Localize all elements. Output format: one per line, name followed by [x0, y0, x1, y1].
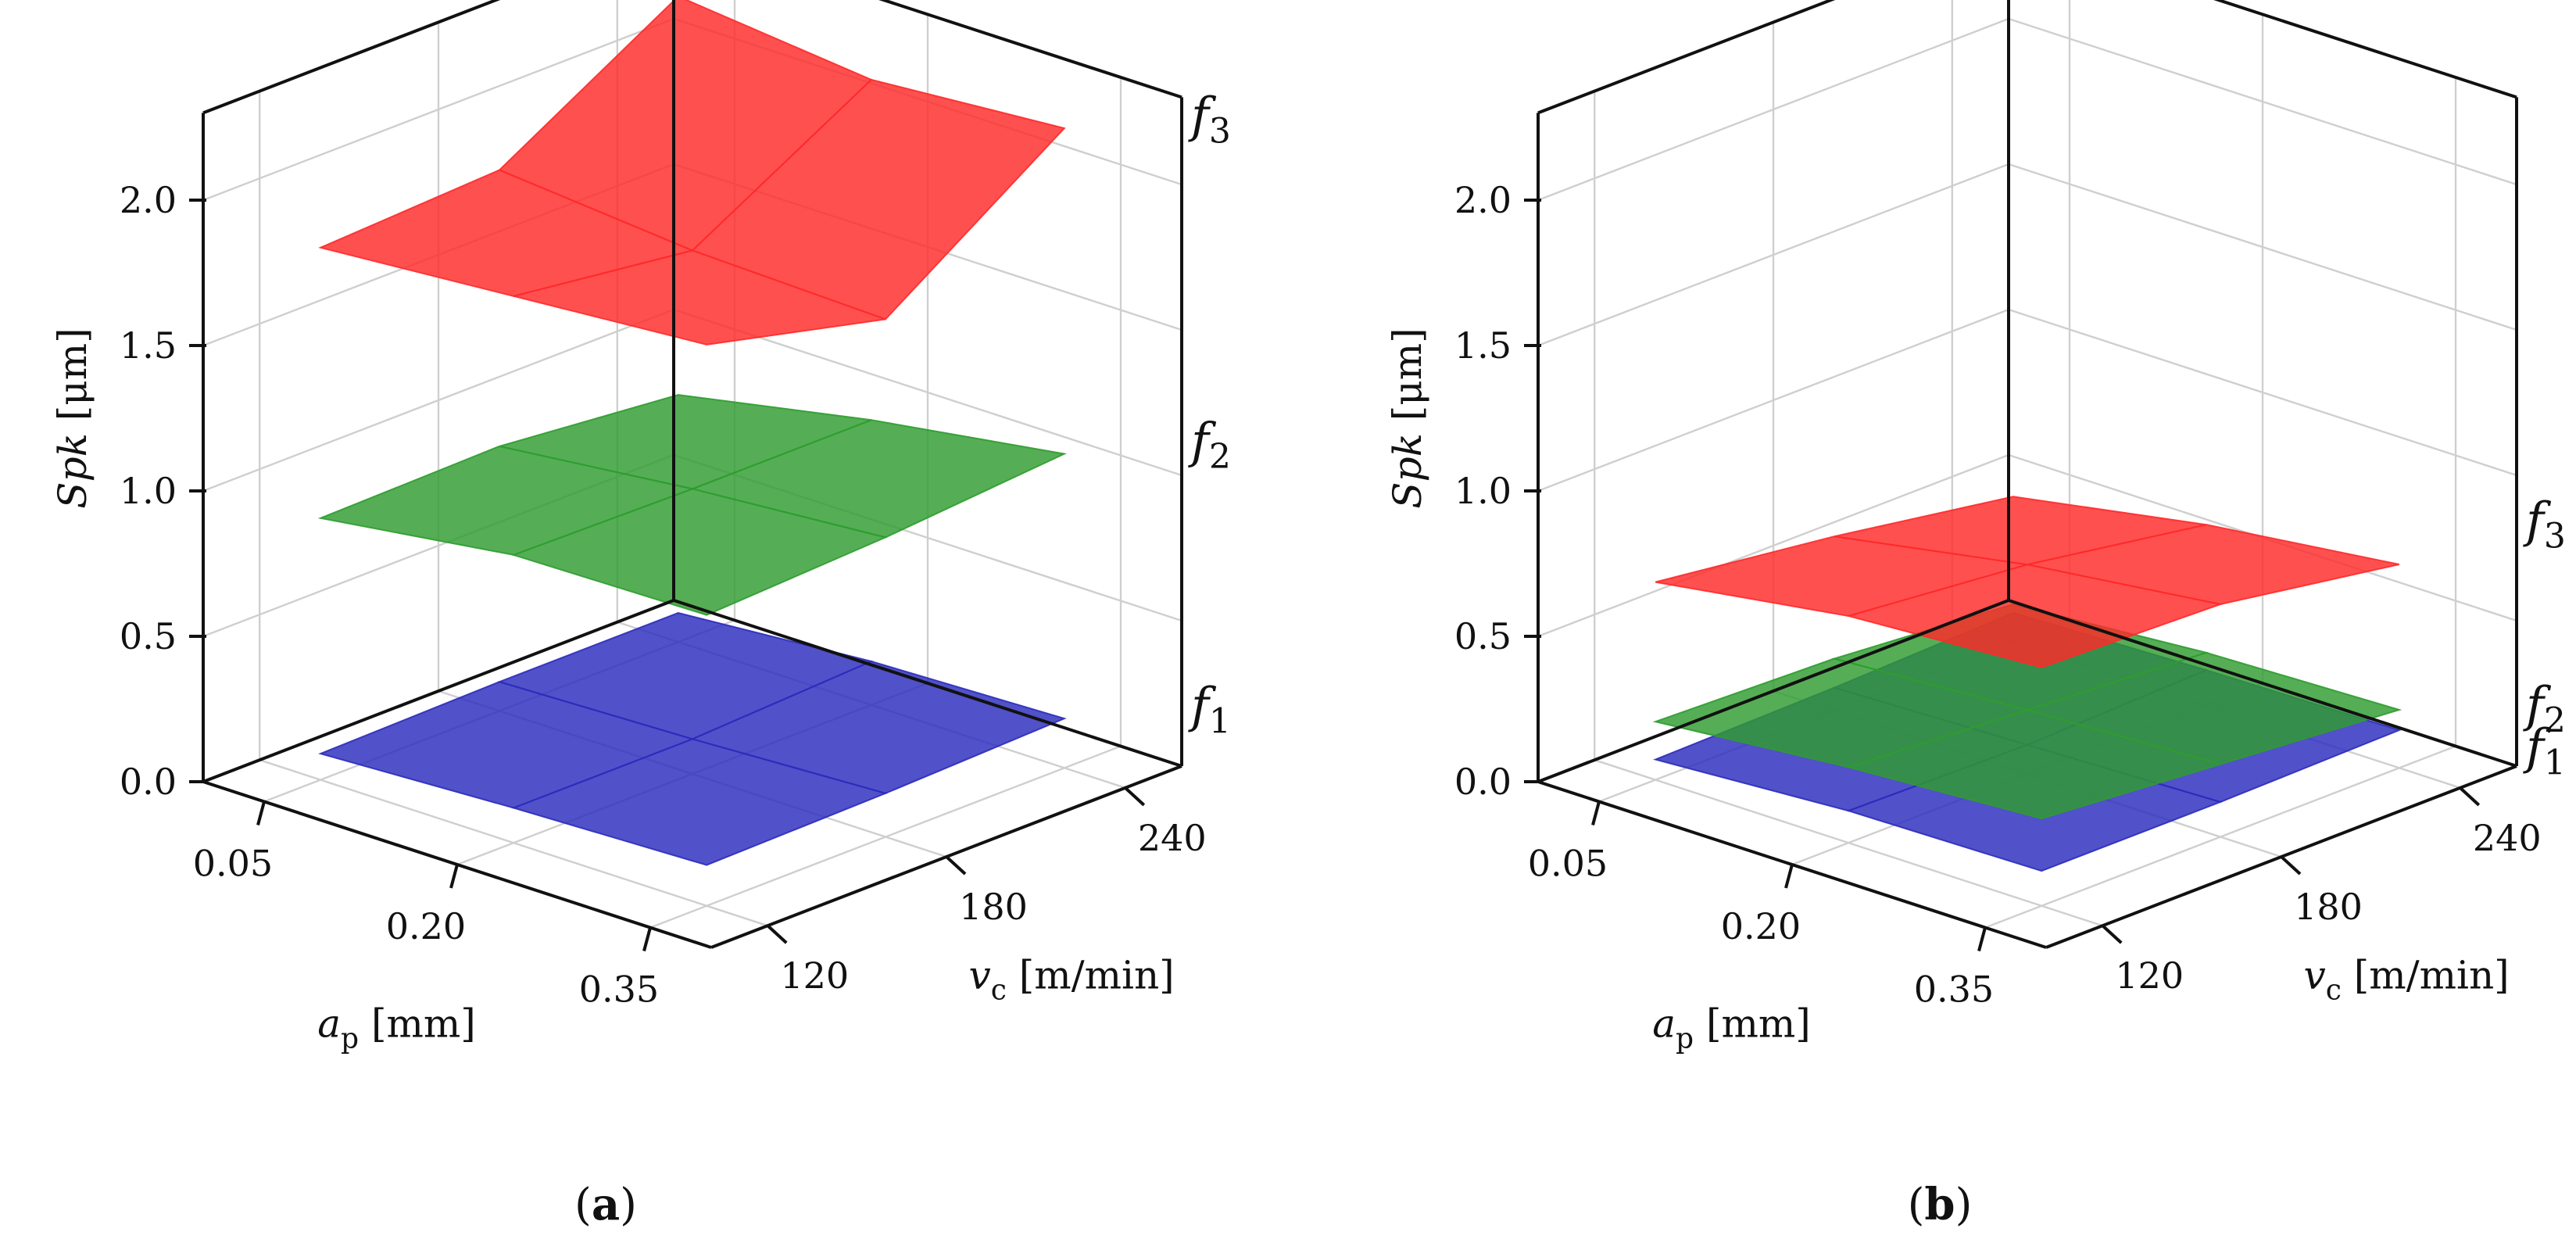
- floor-left-edge: [202, 599, 674, 783]
- surface-f3: [318, 0, 1066, 346]
- z-tick-label: 1.5: [120, 324, 177, 367]
- panel-a: 0.0 0.5 1.0 1.5 2.0 0.05 0.20 0.35 120 180 240 Spk …: [50, 0, 1231, 1055]
- x-tick: [449, 864, 459, 889]
- z-tick-label: 0.0: [120, 761, 177, 803]
- z-tick-label: 0.5: [1454, 615, 1512, 657]
- y-tick-label: 240: [1138, 817, 1207, 859]
- y-tick: [1124, 786, 1146, 807]
- y-tick: [945, 855, 967, 876]
- y-tick-label: 180: [959, 886, 1028, 928]
- surface-f1: [318, 612, 1067, 866]
- surface-patch: [511, 488, 889, 616]
- surface-label-f1: f1: [1188, 677, 1231, 742]
- surface-f2: [317, 394, 1068, 616]
- floor-right-edge: [2008, 599, 2517, 768]
- panel-label-b: (b): [1908, 1179, 1973, 1230]
- z-tick-label: 0.0: [1454, 761, 1512, 803]
- y-tick: [2101, 924, 2123, 944]
- axis-frame: [1537, 0, 2518, 949]
- x-tick-label: 0.05: [1528, 842, 1608, 884]
- panel-label-a: (a): [574, 1179, 637, 1230]
- x-tick: [1977, 927, 1987, 952]
- z-gridline: [1537, 17, 2517, 202]
- y-tick-label: 240: [2473, 817, 2542, 859]
- top-right-edge: [878, 0, 1182, 99]
- x-tick-label: 0.20: [386, 905, 466, 947]
- y-tick: [2459, 786, 2481, 807]
- surface-patch: [513, 249, 886, 346]
- x-tick: [642, 927, 652, 952]
- x-tick: [256, 800, 266, 825]
- surface-patch: [511, 738, 889, 866]
- top-left-edge: [1537, 0, 1836, 115]
- y-tick-label: 120: [780, 954, 849, 997]
- panel-b: 0.0 0.5 1.0 1.5 2.0 0.05 0.20 0.35 120 180 240 Spk …: [1385, 0, 2566, 1055]
- z-gridline: [1537, 163, 2517, 347]
- top-left-edge: [202, 0, 501, 115]
- y-tick-label: 120: [2115, 954, 2184, 997]
- surface-f3: [1655, 496, 2400, 668]
- y-axis-label: vc [m/min]: [2303, 952, 2509, 1006]
- floor-left-edge: [1537, 599, 2009, 783]
- x-tick-label: 0.35: [579, 969, 659, 1011]
- surface-patch: [1845, 709, 2224, 820]
- z-tick-label: 1.0: [1454, 470, 1512, 512]
- z-tick-label: 2.0: [120, 179, 177, 221]
- y-tick: [766, 924, 788, 944]
- surface-patch: [1845, 564, 2224, 668]
- floor-right-edge: [673, 599, 1182, 768]
- axis-frame: [202, 0, 1183, 949]
- x-tick: [1591, 800, 1601, 825]
- x-tick: [1784, 864, 1794, 889]
- z-axis-label: Spk [μm]: [50, 328, 95, 508]
- surface-label-f2: f2: [2523, 676, 2566, 741]
- surface-label-f2: f2: [1188, 412, 1231, 477]
- surface-label-f3: f3: [1188, 87, 1231, 152]
- surface-label-f3: f3: [2523, 492, 2566, 557]
- z-gridline: [1537, 308, 2517, 492]
- y-axis-label: vc [m/min]: [968, 952, 1174, 1006]
- z-axis-label: Spk [μm]: [1385, 328, 1430, 508]
- y-tick-label: 180: [2294, 886, 2363, 928]
- surface-label-f1: f1: [2523, 718, 2566, 783]
- x-axis-label: ap [mm]: [1652, 1001, 1811, 1055]
- x-axis-label: ap [mm]: [317, 1001, 476, 1055]
- x-tick-label: 0.05: [193, 842, 273, 884]
- z-tick-label: 1.0: [120, 470, 177, 512]
- z-tick-label: 2.0: [1454, 179, 1512, 221]
- y-tick: [2280, 855, 2302, 876]
- z-tick-label: 1.5: [1454, 324, 1512, 367]
- x-tick-label: 0.20: [1721, 905, 1801, 947]
- z-tick-label: 0.5: [120, 615, 177, 657]
- x-tick-label: 0.35: [1914, 969, 1994, 1011]
- top-right-edge: [2213, 0, 2517, 99]
